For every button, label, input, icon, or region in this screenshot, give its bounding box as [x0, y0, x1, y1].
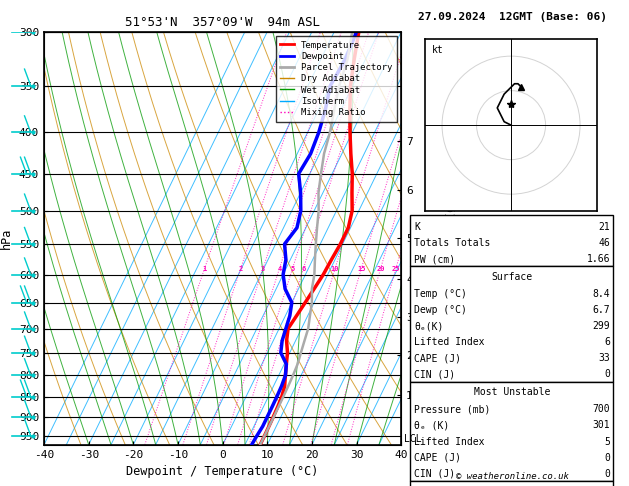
Text: LCL: LCL	[430, 434, 447, 444]
Text: 15: 15	[357, 266, 365, 272]
Text: LCL: LCL	[404, 434, 422, 444]
Text: K: K	[414, 222, 420, 232]
Text: θₑ(K): θₑ(K)	[414, 321, 443, 331]
Text: 6.7: 6.7	[593, 305, 610, 315]
Text: 301: 301	[593, 420, 610, 431]
Text: 0: 0	[604, 469, 610, 479]
Text: 299: 299	[593, 321, 610, 331]
Legend: Temperature, Dewpoint, Parcel Trajectory, Dry Adiabat, Wet Adiabat, Isotherm, Mi: Temperature, Dewpoint, Parcel Trajectory…	[276, 36, 397, 122]
Text: 3: 3	[261, 266, 265, 272]
X-axis label: Dewpoint / Temperature (°C): Dewpoint / Temperature (°C)	[126, 465, 319, 478]
Title: 51°53'N  357°09'W  94m ASL: 51°53'N 357°09'W 94m ASL	[125, 16, 320, 29]
Text: 8.4: 8.4	[593, 289, 610, 299]
Text: © weatheronline.co.uk: © weatheronline.co.uk	[456, 472, 569, 481]
Text: 27.09.2024  12GMT (Base: 06): 27.09.2024 12GMT (Base: 06)	[418, 12, 607, 22]
Text: 21: 21	[598, 222, 610, 232]
Text: Pressure (mb): Pressure (mb)	[414, 404, 490, 415]
Text: 10: 10	[331, 266, 339, 272]
Text: kt: kt	[431, 45, 443, 55]
Text: Dewp (°C): Dewp (°C)	[414, 305, 467, 315]
Text: 5: 5	[604, 436, 610, 447]
Text: 4: 4	[277, 266, 282, 272]
Text: CAPE (J): CAPE (J)	[414, 452, 461, 463]
Text: 2: 2	[238, 266, 243, 272]
Text: 46: 46	[598, 238, 610, 248]
Text: 6: 6	[301, 266, 306, 272]
Text: 1: 1	[203, 266, 207, 272]
Text: 5: 5	[291, 266, 294, 272]
Text: 0: 0	[604, 452, 610, 463]
Text: PW (cm): PW (cm)	[414, 254, 455, 264]
Y-axis label: hPa: hPa	[1, 227, 13, 249]
Text: CIN (J): CIN (J)	[414, 469, 455, 479]
Text: CAPE (J): CAPE (J)	[414, 353, 461, 364]
Text: 20: 20	[376, 266, 385, 272]
Text: 6: 6	[604, 337, 610, 347]
Text: 0: 0	[604, 369, 610, 380]
Text: 25: 25	[392, 266, 400, 272]
Y-axis label: km
ASL: km ASL	[431, 238, 451, 260]
Text: 33: 33	[598, 353, 610, 364]
Text: Temp (°C): Temp (°C)	[414, 289, 467, 299]
Text: Lifted Index: Lifted Index	[414, 436, 484, 447]
Text: Surface: Surface	[491, 272, 532, 281]
Text: Most Unstable: Most Unstable	[474, 387, 550, 397]
Text: CIN (J): CIN (J)	[414, 369, 455, 380]
Text: θₑ (K): θₑ (K)	[414, 420, 449, 431]
Text: Totals Totals: Totals Totals	[414, 238, 490, 248]
Text: 1.66: 1.66	[587, 254, 610, 264]
Text: Lifted Index: Lifted Index	[414, 337, 484, 347]
Text: Mixing Ratio (g/kg): Mixing Ratio (g/kg)	[447, 182, 456, 294]
Text: 700: 700	[593, 404, 610, 415]
